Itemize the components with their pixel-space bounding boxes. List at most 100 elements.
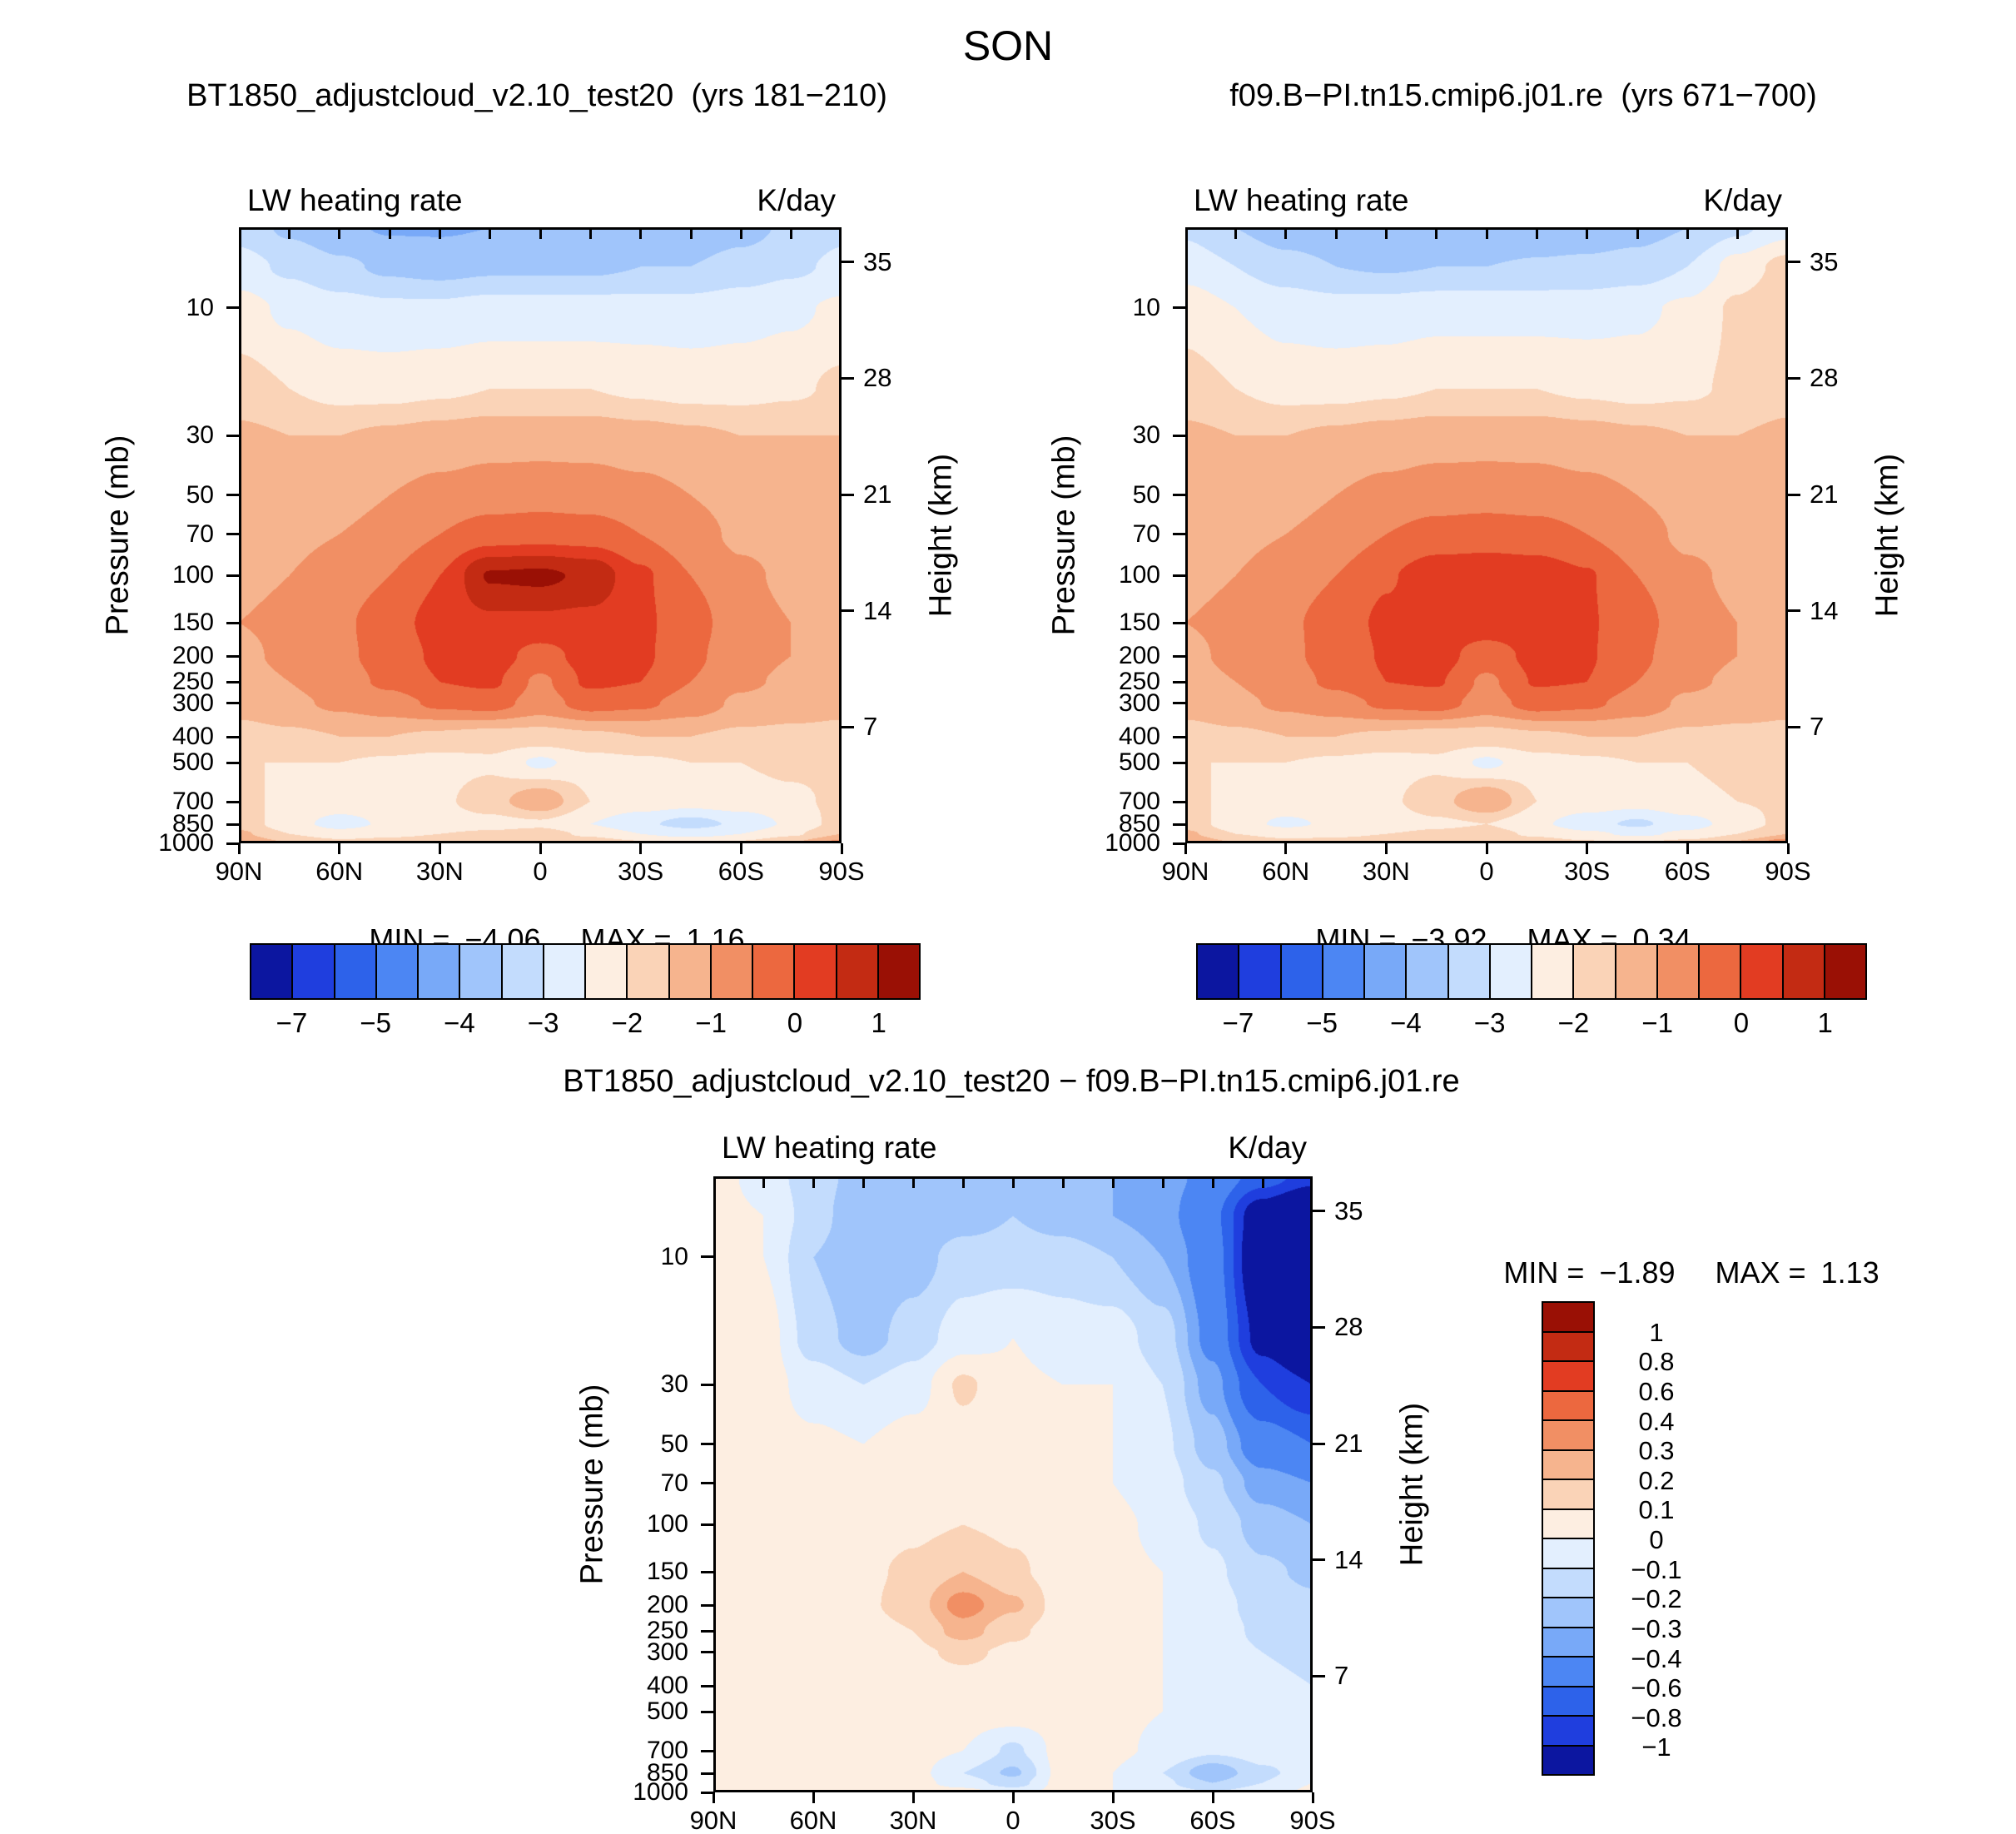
height-tick-label: 7 <box>1810 712 1825 742</box>
latitude-tick-label: 90N <box>1161 857 1209 886</box>
plot-frame-right <box>1185 227 1788 843</box>
colorbar-label: −0.8 <box>1631 1702 1682 1732</box>
colorbar-cell <box>1543 1687 1593 1717</box>
pressure-tick-label: 250 <box>646 1617 688 1645</box>
pressure-tick <box>226 434 239 437</box>
pressure-tick-label: 30 <box>1132 421 1160 450</box>
colorbar-cell <box>1407 945 1449 998</box>
latitude-tick <box>1184 843 1187 854</box>
colorbar-label: −1 <box>1641 1007 1673 1038</box>
top-axis-tick <box>1686 227 1689 239</box>
height-tick <box>842 261 854 264</box>
pressure-tick-label: 850 <box>171 810 214 838</box>
pressure-tick-label: 150 <box>1118 609 1160 637</box>
colorbar-label: −3 <box>527 1007 559 1038</box>
colorbar-diff <box>1542 1301 1595 1776</box>
height-tick-label: 35 <box>863 246 892 276</box>
top-axis-tick <box>588 227 592 239</box>
height-tick-label: 21 <box>1810 480 1839 509</box>
plot-frame-left <box>239 227 842 843</box>
height-tick <box>842 725 854 728</box>
latitude-tick-label: 0 <box>533 857 548 886</box>
contour-field-left <box>239 227 842 843</box>
top-axis-tick <box>438 227 441 239</box>
pressure-tick <box>226 306 239 310</box>
latitude-tick-label: 0 <box>1479 857 1494 886</box>
colorbar-cell <box>376 945 419 998</box>
pressure-tick <box>701 1791 713 1794</box>
colorbar-cell <box>1543 1539 1593 1569</box>
pressure-tick-label: 100 <box>1118 561 1160 589</box>
latitude-tick-label: 60S <box>1189 1806 1236 1834</box>
pressure-tick <box>701 1570 713 1573</box>
latitude-tick-label: 60S <box>1664 857 1711 886</box>
colorbar-label: −5 <box>1306 1007 1338 1038</box>
contour-field-right <box>1185 227 1788 843</box>
colorbar-cell <box>628 945 670 998</box>
latitude-tick-label: 30S <box>1090 1806 1136 1834</box>
latitude-tick <box>1786 843 1790 854</box>
colorbar-cell <box>1543 1362 1593 1392</box>
pressure-tick-label: 500 <box>1118 748 1160 777</box>
colorbar-left <box>250 943 921 1000</box>
top-axis-tick <box>1234 227 1237 239</box>
pressure-tick <box>1173 621 1185 624</box>
latitude-tick-label: 60S <box>718 857 764 886</box>
height-tick-label: 28 <box>1810 363 1839 393</box>
colorbar-cell <box>1543 1658 1593 1687</box>
colorbar-cell <box>1783 945 1825 998</box>
max-label: MAX = <box>1715 1255 1806 1290</box>
colorbar-cell <box>1657 945 1700 998</box>
height-tick <box>1313 1442 1325 1445</box>
pressure-tick <box>701 1523 713 1526</box>
colorbar-cell <box>293 945 335 998</box>
colorbar-cell <box>1543 1509 1593 1539</box>
top-axis-tick <box>812 1176 815 1188</box>
pressure-tick-label: 850 <box>646 1759 688 1787</box>
height-tick <box>1788 261 1800 264</box>
latitude-tick-label: 90N <box>689 1806 737 1834</box>
top-axis-tick <box>1211 1176 1214 1188</box>
top-axis-tick <box>1284 227 1288 239</box>
pressure-tick <box>226 680 239 683</box>
pressure-tick <box>701 1383 713 1386</box>
pressure-tick <box>701 1710 713 1713</box>
colorbar-label: 0.8 <box>1638 1347 1675 1377</box>
colorbar-label: −0.6 <box>1631 1673 1682 1703</box>
contour-field-diff <box>713 1176 1313 1792</box>
latitude-tick <box>338 843 341 854</box>
height-tick-label: 14 <box>863 595 892 625</box>
pressure-tick-label: 1000 <box>1105 829 1160 857</box>
colorbar-cell <box>1543 1303 1593 1333</box>
latitude-tick-label: 60N <box>1262 857 1310 886</box>
pressure-tick <box>226 654 239 658</box>
colorbar-cell <box>711 945 753 998</box>
colorbar-cell <box>1543 1332 1593 1362</box>
pressure-tick-label: 250 <box>171 668 214 696</box>
colorbar-cell <box>586 945 628 998</box>
top-axis-tick <box>1011 1176 1015 1188</box>
pressure-tick-label: 500 <box>646 1697 688 1726</box>
latitude-tick-label: 90S <box>1765 857 1811 886</box>
pressure-tick-label: 400 <box>1118 723 1160 751</box>
colorbar-cell <box>795 945 837 998</box>
pressure-tick <box>226 823 239 826</box>
colorbar-cell <box>335 945 377 998</box>
pressure-tick <box>1173 494 1185 497</box>
colorbar-cell <box>1543 1628 1593 1658</box>
height-tick-label: 21 <box>863 480 892 509</box>
latitude-tick <box>812 1792 815 1803</box>
pressure-tick <box>1173 823 1185 826</box>
pressure-tick <box>701 1684 713 1687</box>
latitude-tick-label: 90S <box>1289 1806 1336 1834</box>
pressure-tick <box>226 735 239 738</box>
top-axis-tick <box>689 227 693 239</box>
colorbar-label: −7 <box>276 1007 308 1038</box>
colorbar-cell <box>1543 1568 1593 1598</box>
latitude-tick <box>840 843 843 854</box>
pressure-tick-label: 100 <box>646 1510 688 1538</box>
height-tick <box>1313 1674 1325 1677</box>
top-axis-tick <box>338 227 341 239</box>
colorbar-label: −4 <box>1390 1007 1422 1038</box>
pressure-tick <box>701 1603 713 1607</box>
